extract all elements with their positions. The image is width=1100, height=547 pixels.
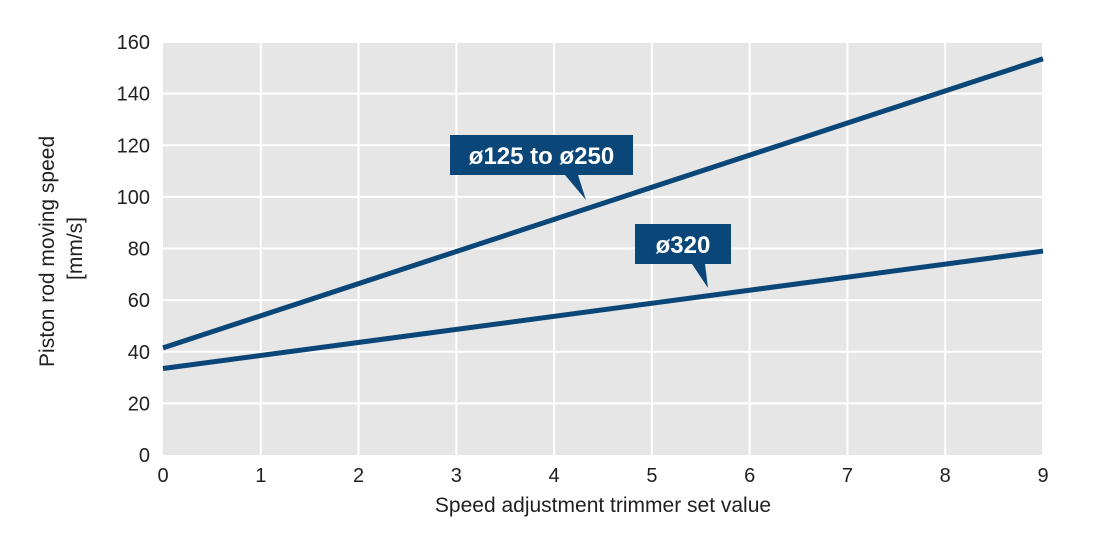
y-tick-label: 120 bbox=[117, 135, 150, 157]
x-tick-label: 3 bbox=[451, 465, 462, 487]
y-tick-label: 80 bbox=[128, 239, 150, 261]
x-axis-label: Speed adjustment trimmer set value bbox=[435, 494, 771, 517]
y-tick-label: 140 bbox=[117, 84, 150, 106]
series-label-callout-1: ø125 to ø250 bbox=[450, 135, 633, 200]
callout-2-text: ø320 bbox=[656, 232, 711, 259]
callout-1-background bbox=[450, 135, 633, 200]
y-tick-label: 160 bbox=[117, 32, 150, 54]
x-tick-label: 9 bbox=[1037, 465, 1048, 487]
callout-2-background bbox=[635, 224, 731, 288]
y-axis-label-line-2: [mm/s] bbox=[64, 217, 87, 280]
y-tick-label: 40 bbox=[128, 342, 150, 364]
y-tick-label: 20 bbox=[128, 393, 150, 415]
series-line-1 bbox=[162, 56, 1044, 351]
callout-1-text: ø125 to ø250 bbox=[469, 143, 614, 170]
y-axis-ticks: 0 20 40 60 80 100 120 140 160 bbox=[117, 32, 150, 467]
y-tick-label: 60 bbox=[128, 290, 150, 312]
y-axis-label: Piston rod moving speed [mm/s] bbox=[36, 130, 87, 367]
x-tick-label: 4 bbox=[549, 465, 560, 487]
x-tick-label: 6 bbox=[744, 465, 755, 487]
x-axis-ticks: 0 1 2 3 4 5 6 7 8 9 bbox=[157, 465, 1048, 487]
y-tick-label: 0 bbox=[139, 445, 150, 467]
x-tick-label: 8 bbox=[940, 465, 951, 487]
series-label-callout-2: ø320 bbox=[635, 224, 731, 288]
x-tick-label: 1 bbox=[255, 465, 266, 487]
x-tick-label: 0 bbox=[157, 465, 168, 487]
x-tick-label: 7 bbox=[842, 465, 853, 487]
x-tick-label: 2 bbox=[353, 465, 364, 487]
y-axis-label-line-1: Piston rod moving speed bbox=[36, 136, 59, 367]
x-tick-label: 5 bbox=[646, 465, 657, 487]
series-group bbox=[162, 56, 1044, 372]
y-tick-label: 100 bbox=[117, 187, 150, 209]
series-line-2 bbox=[162, 248, 1044, 372]
